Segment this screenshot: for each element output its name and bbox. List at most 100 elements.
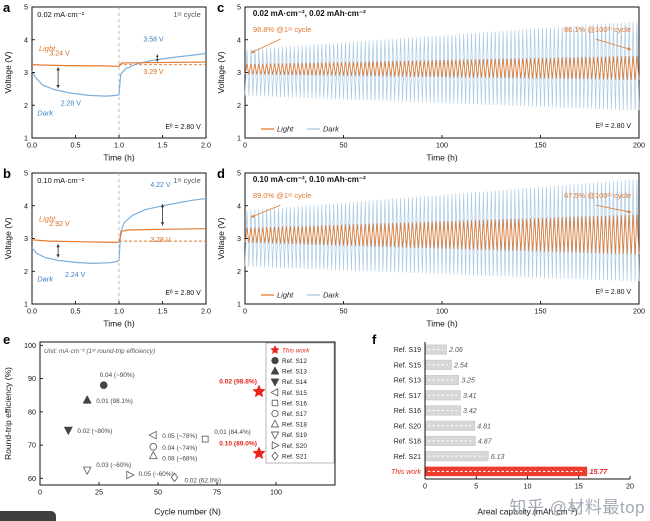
- svg-text:Eᶿ = 2.80 V: Eᶿ = 2.80 V: [165, 124, 201, 131]
- svg-text:20: 20: [626, 482, 634, 491]
- svg-text:1.0: 1.0: [114, 307, 124, 316]
- svg-text:0.10 (89.0%): 0.10 (89.0%): [219, 440, 257, 447]
- svg-text:1.5: 1.5: [158, 141, 168, 150]
- svg-text:Dark: Dark: [323, 291, 340, 300]
- svg-text:0.02 (98.8%): 0.02 (98.8%): [219, 379, 257, 386]
- panel-letter-c: c: [217, 0, 225, 15]
- panel-b-voltage-time-chart: 0.0 0.5 1.0 1.5 2.0 1 2 3 4 5 Time (h) Voltage (V) 0…: [3, 169, 211, 329]
- svg-text:Eᶿ = 2.80 V: Eᶿ = 2.80 V: [596, 289, 632, 296]
- svg-text:1: 1: [24, 300, 28, 309]
- svg-text:Areal capacity (mAh·cm⁻²): Areal capacity (mAh·cm⁻²): [477, 507, 578, 517]
- panel-letter-b: b: [3, 166, 11, 181]
- svg-text:0.10 mA·cm⁻²: 0.10 mA·cm⁻²: [37, 176, 84, 185]
- svg-text:0.0: 0.0: [27, 141, 37, 150]
- svg-text:3.28 V: 3.28 V: [150, 237, 171, 244]
- svg-text:Ref. S20: Ref. S20: [394, 423, 421, 430]
- svg-text:5: 5: [24, 3, 28, 12]
- svg-text:2.0: 2.0: [201, 307, 211, 316]
- svg-text:Voltage (V): Voltage (V): [216, 217, 226, 259]
- svg-text:Eᶿ = 2.80 V: Eᶿ = 2.80 V: [165, 290, 201, 297]
- svg-text:Round-trip efficiency (%): Round-trip efficiency (%): [3, 367, 13, 460]
- svg-text:This work: This work: [282, 347, 310, 354]
- svg-text:0.04 (~90%): 0.04 (~90%): [100, 372, 135, 379]
- svg-text:1.5: 1.5: [158, 307, 168, 316]
- svg-text:75: 75: [213, 488, 221, 497]
- svg-text:Time (h): Time (h): [103, 319, 134, 329]
- svg-text:2: 2: [237, 101, 241, 110]
- panel-letter-a: a: [3, 0, 11, 15]
- svg-text:Ref. S14: Ref. S14: [282, 379, 307, 386]
- svg-text:50: 50: [340, 141, 348, 150]
- svg-text:0: 0: [243, 141, 247, 150]
- panel-e-efficiency-scatter-chart: 0.02 (98.8%) 0.10 (89.0%) 0.04 (~90%) 0.01 …: [3, 341, 336, 517]
- svg-text:Ref. S19: Ref. S19: [394, 347, 421, 354]
- svg-text:1.0: 1.0: [114, 141, 124, 150]
- svg-text:3: 3: [237, 68, 241, 77]
- svg-text:90: 90: [28, 374, 36, 383]
- svg-text:3.29 V: 3.29 V: [143, 69, 164, 76]
- svg-text:This work: This work: [391, 469, 421, 476]
- svg-text:0.10 mA·cm⁻², 0.10 mAh·cm⁻²: 0.10 mA·cm⁻², 0.10 mAh·cm⁻²: [253, 175, 366, 184]
- svg-text:Unit: mA·cm⁻² (1ˢᵗ round-trip: Unit: mA·cm⁻² (1ˢᵗ round-trip efficiency…: [44, 348, 155, 355]
- svg-text:50: 50: [154, 488, 162, 497]
- svg-text:100: 100: [436, 141, 448, 150]
- panel-f-areal-capacity-bar-chart: Ref. S19 2.06 Ref. S15 2.54 Ref. S13 3.25 Ref.…: [391, 342, 634, 517]
- svg-text:0.03 (~60%): 0.03 (~60%): [96, 462, 131, 469]
- svg-text:1: 1: [237, 134, 241, 143]
- svg-text:2.54: 2.54: [453, 362, 468, 369]
- svg-text:4: 4: [24, 201, 28, 210]
- svg-text:Ref. S13: Ref. S13: [282, 369, 307, 376]
- svg-text:0.5: 0.5: [71, 141, 81, 150]
- svg-text:5: 5: [237, 3, 241, 12]
- svg-text:3: 3: [24, 234, 28, 243]
- panel-letter-d: d: [217, 166, 225, 181]
- svg-text:Ref. S16: Ref. S16: [394, 408, 421, 415]
- svg-text:Ref. S18: Ref. S18: [394, 439, 421, 446]
- svg-text:0.02 mA·cm⁻², 0.02 mAh·cm⁻²: 0.02 mA·cm⁻², 0.02 mAh·cm⁻²: [253, 9, 366, 18]
- svg-text:2.06: 2.06: [448, 347, 463, 354]
- svg-text:5: 5: [237, 169, 241, 178]
- svg-text:15: 15: [575, 482, 583, 491]
- svg-text:89.0% @1ˢᵗ cycle: 89.0% @1ˢᵗ cycle: [253, 191, 312, 200]
- svg-text:6.13: 6.13: [491, 454, 505, 461]
- svg-text:Ref. S15: Ref. S15: [282, 390, 307, 397]
- panel-letter-f: f: [372, 332, 377, 347]
- svg-text:0.02 (62.0%): 0.02 (62.0%): [185, 477, 222, 484]
- svg-text:0.5: 0.5: [71, 307, 81, 316]
- svg-text:200: 200: [633, 307, 645, 316]
- svg-text:Dark: Dark: [37, 109, 54, 118]
- svg-text:4: 4: [237, 35, 241, 44]
- svg-text:3: 3: [237, 234, 241, 243]
- svg-text:4: 4: [24, 35, 28, 44]
- svg-text:0: 0: [243, 307, 247, 316]
- svg-text:150: 150: [535, 307, 547, 316]
- svg-text:67.5% @100ᵗʰ cycle: 67.5% @100ᵗʰ cycle: [564, 191, 631, 200]
- svg-text:4.81: 4.81: [477, 423, 491, 430]
- svg-text:0.05 (~60%): 0.05 (~60%): [139, 471, 174, 478]
- svg-text:0.02 mA·cm⁻²: 0.02 mA·cm⁻²: [37, 10, 84, 19]
- svg-text:2: 2: [24, 267, 28, 276]
- svg-text:0.04 (~74%): 0.04 (~74%): [162, 445, 197, 452]
- svg-text:Ref. S12: Ref. S12: [282, 358, 307, 365]
- svg-text:3.41: 3.41: [463, 393, 477, 400]
- svg-text:0.08 (~68%): 0.08 (~68%): [162, 456, 197, 463]
- svg-text:1: 1: [24, 134, 28, 143]
- panel-letter-e: e: [3, 332, 11, 347]
- svg-text:4: 4: [237, 201, 241, 210]
- svg-text:10: 10: [524, 482, 532, 491]
- svg-text:2.0: 2.0: [201, 141, 211, 150]
- svg-text:100: 100: [270, 488, 282, 497]
- svg-text:Ref. S15: Ref. S15: [394, 362, 421, 369]
- svg-text:3.24 V: 3.24 V: [49, 50, 70, 57]
- svg-text:25: 25: [95, 488, 103, 497]
- svg-text:Eᶿ = 2.80 V: Eᶿ = 2.80 V: [596, 123, 632, 130]
- svg-text:50: 50: [340, 307, 348, 316]
- corner-tab: [0, 511, 56, 521]
- svg-text:Ref. S20: Ref. S20: [282, 443, 307, 450]
- svg-text:0: 0: [423, 482, 427, 491]
- svg-text:150: 150: [535, 141, 547, 150]
- svg-text:0: 0: [38, 488, 42, 497]
- svg-text:3.42: 3.42: [463, 408, 477, 415]
- panel-c-cycling-chart: 0 50 100 150 200 1 2 3 4 5 Time (h) Voltage (V) 0.02…: [216, 3, 645, 163]
